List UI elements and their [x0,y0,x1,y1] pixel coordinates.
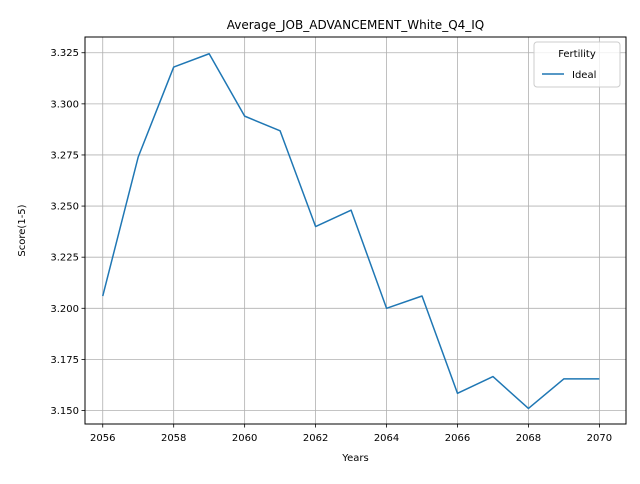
x-tick-label: 2058 [161,433,186,444]
x-tick-label: 2068 [516,433,541,444]
grid-lines [85,37,626,424]
y-tick-label: 3.225 [50,253,79,264]
legend: Fertility Ideal [533,41,621,88]
y-tick-label: 3.175 [50,355,79,366]
legend-box [533,41,621,88]
y-axis-ticks: 3.150 3.175 3.200 3.225 3.250 3.275 3.300 3.325 [50,48,85,417]
plot-area-frame [84,36,627,425]
x-tick-label: 2056 [90,433,115,444]
x-tick-label: 2060 [232,433,257,444]
chart-title: Average_JOB_ADVANCEMENT_White_Q4_IQ [227,18,485,32]
legend-title: Fertility [558,49,596,60]
x-tick-label: 2066 [445,433,470,444]
x-tick-label: 2070 [587,433,612,444]
x-tick-label: 2064 [374,433,399,444]
y-tick-label: 3.275 [50,150,79,161]
legend-entry-ideal: Ideal [572,70,596,81]
x-axis-ticks: 2056 2058 2060 2062 2064 2066 2068 2070 [90,424,612,444]
y-tick-label: 3.300 [50,99,79,110]
series-line-ideal [102,53,600,410]
y-tick-label: 3.200 [50,304,79,315]
y-tick-label: 3.325 [50,48,79,59]
y-tick-label: 3.250 [50,202,79,213]
series-lines [102,53,600,410]
y-axis-label: Score(1-5) [17,204,28,256]
x-axis-label: Years [341,453,368,464]
x-tick-label: 2062 [303,433,328,444]
y-tick-label: 3.150 [50,406,79,417]
